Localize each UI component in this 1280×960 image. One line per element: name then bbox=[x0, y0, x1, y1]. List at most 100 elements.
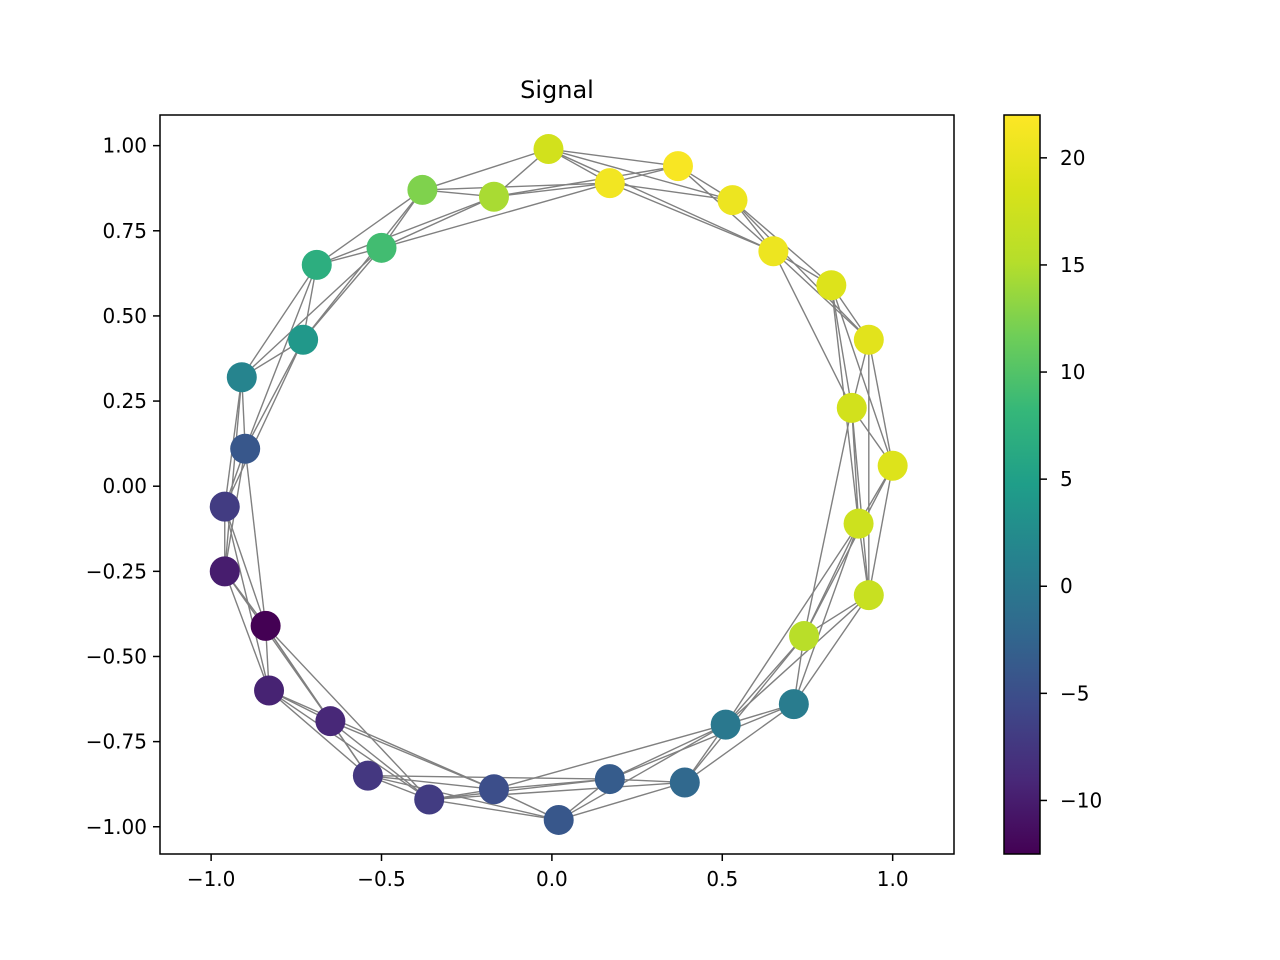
graph-edge bbox=[609, 182, 774, 252]
graph-edge bbox=[609, 723, 726, 780]
graph-node bbox=[366, 232, 397, 263]
graph-node bbox=[288, 324, 319, 355]
graph-edge bbox=[868, 339, 894, 466]
colorbar bbox=[1004, 115, 1040, 854]
x-tick-label: 0.0 bbox=[536, 867, 568, 891]
graph-edge bbox=[224, 506, 270, 691]
colorbar-axis: 20 15 10 5 0 −5 −10 bbox=[1040, 146, 1102, 812]
colorbar-tick-label: 20 bbox=[1060, 146, 1085, 170]
graph-edge bbox=[558, 781, 685, 821]
y-tick-label: −0.75 bbox=[86, 730, 147, 754]
graph-edge bbox=[548, 148, 733, 201]
graph-edge bbox=[241, 247, 382, 378]
graph-node bbox=[478, 181, 509, 212]
y-tick-label: 1.00 bbox=[102, 134, 147, 158]
graph-edge bbox=[367, 774, 559, 821]
graph-edge bbox=[244, 339, 304, 450]
graph-node bbox=[758, 236, 789, 267]
graph-node bbox=[407, 174, 438, 205]
graph-edge bbox=[429, 798, 559, 821]
graph-node bbox=[478, 774, 509, 805]
graph-node bbox=[250, 610, 281, 641]
graph-node bbox=[594, 168, 625, 199]
colorbar-tick-label: −10 bbox=[1060, 788, 1102, 812]
graph-edge bbox=[224, 571, 270, 691]
graph-edge bbox=[851, 407, 870, 596]
graph-edge bbox=[268, 689, 495, 790]
colorbar-tick-label: 15 bbox=[1060, 253, 1085, 277]
colorbar-tick-label: −5 bbox=[1060, 681, 1089, 705]
graph-edge bbox=[316, 196, 495, 266]
graph-edge bbox=[684, 703, 795, 784]
graph-edge bbox=[731, 199, 870, 341]
graph-edge bbox=[244, 448, 267, 626]
graph-node bbox=[717, 185, 748, 216]
graph-node bbox=[543, 804, 574, 835]
graph-edge bbox=[793, 523, 860, 705]
graph-edge bbox=[422, 182, 610, 191]
graph-node bbox=[533, 134, 564, 165]
y-tick-label: 0.00 bbox=[102, 474, 147, 498]
colorbar-tick-label: 5 bbox=[1060, 467, 1073, 491]
colorbar-frame bbox=[1003, 114, 1041, 855]
graph-edge bbox=[493, 165, 679, 198]
graph-node bbox=[710, 709, 741, 740]
graph-edge bbox=[558, 723, 727, 821]
graph-edge bbox=[265, 625, 430, 800]
graph-edge bbox=[422, 148, 549, 191]
graph-node bbox=[789, 621, 820, 652]
graph-node bbox=[877, 450, 908, 481]
graph-node bbox=[778, 689, 809, 720]
graph-edge bbox=[316, 189, 423, 266]
graph-edge bbox=[793, 594, 870, 705]
graph-node bbox=[594, 764, 625, 795]
x-tick-label: −0.5 bbox=[357, 867, 406, 891]
y-tick-label: 0.75 bbox=[102, 219, 147, 243]
graph-node bbox=[816, 270, 847, 301]
plot-area-frame bbox=[159, 114, 955, 855]
y-axis: 1.00 0.75 0.50 0.25 0.00 −0.25 −0.50 −0.75 −1.00 bbox=[86, 134, 160, 839]
graph-edge bbox=[493, 182, 610, 198]
graph-node bbox=[853, 580, 884, 611]
colorbar-tick-label: 10 bbox=[1060, 360, 1085, 384]
graph-edge bbox=[224, 339, 304, 507]
graph-node bbox=[414, 784, 445, 815]
y-tick-label: 0.50 bbox=[102, 304, 147, 328]
y-tick-label: 0.25 bbox=[102, 389, 147, 413]
colorbar-tick-label: 0 bbox=[1060, 574, 1073, 598]
x-tick-label: −1.0 bbox=[187, 867, 236, 891]
graph-node bbox=[843, 508, 874, 539]
graph-edge bbox=[830, 285, 853, 408]
graph-node bbox=[226, 362, 257, 393]
graph-edge bbox=[725, 635, 805, 726]
graph-node bbox=[301, 249, 332, 280]
graph-node bbox=[209, 556, 240, 587]
graph-edge bbox=[224, 377, 243, 572]
graph-edge bbox=[772, 250, 853, 409]
graph-edge bbox=[268, 690, 369, 777]
chart-title: Signal bbox=[520, 76, 594, 104]
graph-node bbox=[853, 324, 884, 355]
graph-node bbox=[836, 392, 867, 423]
graph-edge bbox=[548, 148, 774, 252]
y-tick-label: −1.00 bbox=[86, 815, 147, 839]
graph-edge bbox=[224, 570, 331, 722]
graph-edge bbox=[429, 778, 610, 801]
graph-node bbox=[669, 767, 700, 798]
graph-edge bbox=[244, 264, 318, 449]
graph-edge bbox=[803, 407, 853, 637]
graph-edge bbox=[381, 196, 495, 249]
x-axis: −1.0 −0.5 0.0 0.5 1.0 bbox=[187, 854, 909, 891]
graph-edge bbox=[548, 148, 679, 167]
graph-node bbox=[254, 675, 285, 706]
nodes-layer bbox=[209, 134, 908, 835]
graph-edge bbox=[684, 635, 805, 783]
graph-edge bbox=[367, 774, 495, 790]
graph-node bbox=[352, 760, 383, 791]
graph-node bbox=[209, 491, 240, 522]
graph-edge bbox=[609, 703, 795, 780]
graph-node bbox=[662, 151, 693, 182]
graph-edge bbox=[241, 264, 318, 378]
